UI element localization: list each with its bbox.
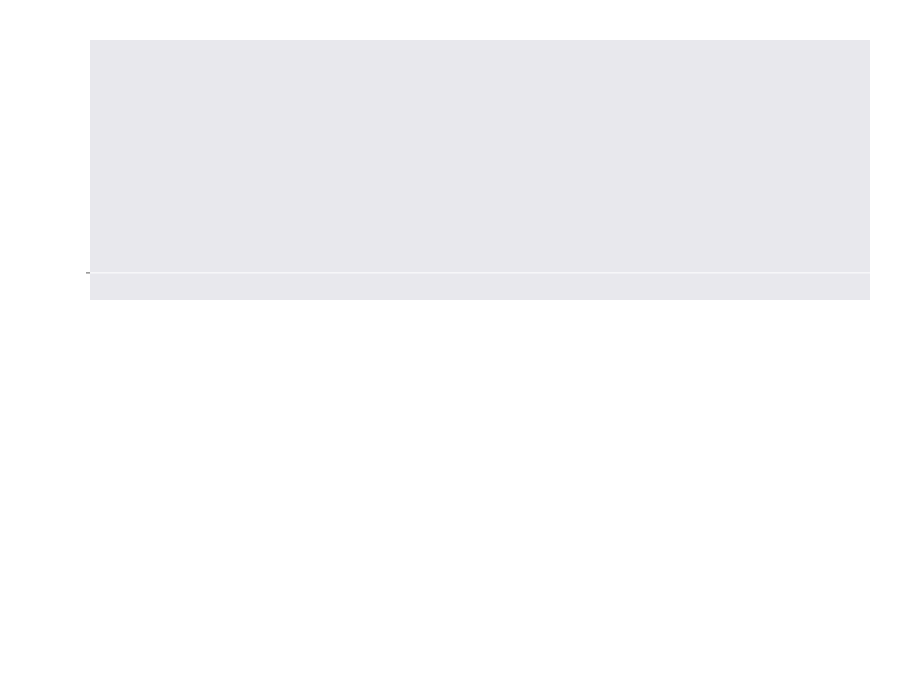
chart-svg: [10, 10, 890, 690]
dual-chart-container: [10, 10, 890, 690]
plot-background: [90, 40, 870, 300]
